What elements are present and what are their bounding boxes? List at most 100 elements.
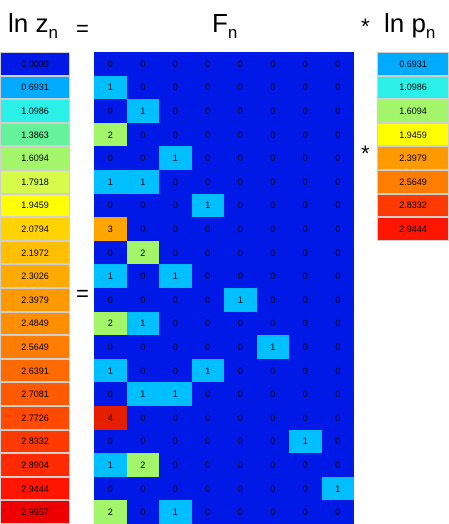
f-cell-r12-c0: 0 — [94, 335, 127, 359]
f-cell-r10-c2: 0 — [159, 288, 192, 312]
ln-p-cell-0: 0.6931 — [377, 52, 449, 76]
ln-p-header: ln pn — [384, 8, 436, 42]
f-cell-r13-c3: 1 — [191, 358, 224, 383]
ln-z-cell-9: 2.3026 — [0, 264, 70, 288]
f-cell-r10-c3: 0 — [191, 288, 224, 312]
f-cell-r14-c0: 0 — [94, 382, 127, 406]
f-cell-r19-c7: 0 — [321, 500, 354, 524]
equals-sign-middle: = — [76, 281, 89, 306]
f-cell-r10-c0: 0 — [94, 288, 127, 312]
f-cell-r11-c3: 0 — [191, 311, 224, 336]
f-cell-r15-c6: 0 — [289, 406, 322, 430]
f-cell-r11-c5: 0 — [256, 311, 289, 336]
f-cell-r1-c6: 0 — [289, 75, 322, 100]
f-cell-r19-c1: 0 — [126, 500, 159, 524]
ln-p-cell-7: 2.9444 — [377, 217, 449, 241]
ln-z-cell-5: 1.7918 — [0, 170, 70, 194]
f-cell-r9-c4: 0 — [224, 264, 257, 288]
f-cell-r16-c5: 0 — [256, 429, 289, 454]
ln-z-cell-0: 0.0000 — [0, 52, 70, 76]
f-cell-r4-c2: 1 — [159, 146, 192, 170]
f-cell-r15-c1: 0 — [126, 406, 159, 430]
f-cell-r18-c1: 0 — [126, 476, 159, 501]
f-cell-r1-c1: 0 — [126, 75, 159, 100]
f-cell-r17-c6: 0 — [289, 453, 322, 477]
f-cell-r7-c2: 0 — [159, 217, 192, 241]
f-cell-r7-c1: 0 — [126, 217, 159, 241]
f-cell-r8-c3: 0 — [191, 240, 224, 265]
f-cell-r3-c5: 0 — [256, 122, 289, 147]
f-cell-r5-c6: 0 — [289, 170, 322, 194]
f-cell-r14-c3: 0 — [191, 382, 224, 406]
ln-z-cell-10: 2.3979 — [0, 288, 70, 312]
f-cell-r0-c4: 0 — [224, 52, 257, 76]
f-cell-r12-c2: 0 — [159, 335, 192, 359]
f-cell-r7-c6: 0 — [289, 217, 322, 241]
f-cell-r2-c3: 0 — [191, 99, 224, 123]
ln-z-cell-15: 2.7726 — [0, 406, 70, 430]
ln-z-header: ln zn — [8, 8, 58, 42]
f-cell-r5-c4: 0 — [224, 170, 257, 194]
f-cell-r11-c7: 0 — [321, 311, 354, 336]
f-cell-r10-c4: 1 — [224, 288, 257, 312]
f-cell-r1-c3: 0 — [191, 75, 224, 100]
ln-p-cell-4: 2.3979 — [377, 146, 449, 170]
f-cell-r16-c3: 0 — [191, 429, 224, 454]
f-cell-r7-c0: 3 — [94, 217, 127, 241]
f-cell-r0-c0: 0 — [94, 52, 127, 76]
ln-z-cell-1: 0.6931 — [0, 75, 70, 100]
f-cell-r19-c4: 0 — [224, 500, 257, 524]
f-cell-r17-c0: 1 — [94, 453, 127, 477]
ln-p-column: 0.6931 1.0986 1.6094 1.9459 2.3979 2.5649 2.83… — [377, 52, 449, 241]
f-cell-r8-c1: 2 — [126, 240, 159, 265]
f-cell-r7-c5: 0 — [256, 217, 289, 241]
f-cell-r2-c2: 0 — [159, 99, 192, 123]
f-cell-r7-c3: 0 — [191, 217, 224, 241]
f-cell-r6-c0: 0 — [94, 193, 127, 218]
f-cell-r19-c0: 2 — [94, 500, 127, 524]
f-cell-r15-c4: 0 — [224, 406, 257, 430]
f-cell-r5-c7: 0 — [321, 170, 354, 194]
f-cell-r14-c1: 1 — [126, 382, 159, 406]
ln-z-cell-3: 1.3863 — [0, 122, 70, 147]
f-cell-r6-c4: 0 — [224, 193, 257, 218]
f-cell-r8-c5: 0 — [256, 240, 289, 265]
f-cell-r5-c2: 0 — [159, 170, 192, 194]
f-header: Fn — [212, 8, 238, 42]
ln-p-cell-5: 2.5649 — [377, 170, 449, 194]
f-cell-r13-c6: 0 — [289, 358, 322, 383]
f-cell-r2-c0: 0 — [94, 99, 127, 123]
ln-z-cell-13: 2.6391 — [0, 358, 70, 383]
f-cell-r14-c4: 0 — [224, 382, 257, 406]
f-cell-r4-c1: 0 — [126, 146, 159, 170]
f-cell-r16-c1: 0 — [126, 429, 159, 454]
ln-p-cell-1: 1.0986 — [377, 75, 449, 100]
ln-z-cell-7: 2.0794 — [0, 217, 70, 241]
f-cell-r0-c7: 0 — [321, 52, 354, 76]
f-cell-r1-c5: 0 — [256, 75, 289, 100]
f-cell-r5-c3: 0 — [191, 170, 224, 194]
f-cell-r16-c6: 1 — [289, 429, 322, 454]
f-cell-r6-c3: 1 — [191, 193, 224, 218]
f-cell-r19-c3: 0 — [191, 500, 224, 524]
f-cell-r6-c6: 0 — [289, 193, 322, 218]
f-cell-r18-c7: 1 — [321, 476, 354, 501]
ln-z-column: 0.0000 0.6931 1.0986 1.3863 1.6094 1.7918 1.94… — [0, 52, 70, 524]
f-cell-r3-c3: 0 — [191, 122, 224, 147]
f-cell-r12-c3: 0 — [191, 335, 224, 359]
f-cell-r11-c4: 0 — [224, 311, 257, 336]
f-cell-r3-c7: 0 — [321, 122, 354, 147]
f-cell-r9-c0: 1 — [94, 264, 127, 288]
ln-z-cell-12: 2.5649 — [0, 335, 70, 359]
f-cell-r4-c5: 0 — [256, 146, 289, 170]
f-cell-r17-c7: 0 — [321, 453, 354, 477]
f-cell-r5-c1: 1 — [126, 170, 159, 194]
f-cell-r17-c5: 0 — [256, 453, 289, 477]
f-cell-r1-c7: 0 — [321, 75, 354, 100]
f-cell-r12-c4: 0 — [224, 335, 257, 359]
f-cell-r15-c3: 0 — [191, 406, 224, 430]
f-cell-r10-c6: 0 — [289, 288, 322, 312]
f-cell-r3-c1: 0 — [126, 122, 159, 147]
ln-z-cell-16: 2.8332 — [0, 429, 70, 454]
